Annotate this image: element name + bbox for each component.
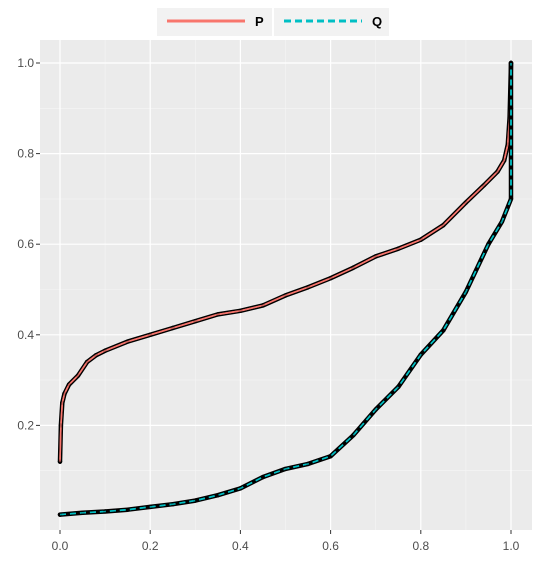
plot-panel-background <box>40 40 532 530</box>
series-p-point <box>57 459 63 464</box>
series-p-line-overlay <box>59 62 512 462</box>
x-tick-label: 0.6 <box>322 539 339 553</box>
plot-area: 0.0 0.2 0.4 0.6 0.8 1.0 0.2 0.4 0.6 0.8 1.0 <box>17 40 532 553</box>
y-tick-label: 0.6 <box>17 237 34 251</box>
y-tick-label: 0.4 <box>17 328 34 342</box>
y-tick-label: 0.2 <box>17 418 34 432</box>
x-tick-label: 0.4 <box>232 539 249 553</box>
legend-label-p: P <box>255 14 264 29</box>
series-q-line-overlay <box>59 63 512 516</box>
series-q-point <box>193 498 198 503</box>
x-tick-label: 0.2 <box>142 539 159 553</box>
series-q-point <box>57 512 63 517</box>
series-q-point <box>260 474 266 480</box>
x-tick-label: 1.0 <box>503 539 520 553</box>
y-tick-label: 0.8 <box>17 147 34 161</box>
legend-label-q: Q <box>372 14 382 29</box>
x-tick-label: 0.8 <box>412 539 429 553</box>
y-tick-label: 1.0 <box>17 56 34 70</box>
x-tick-label: 0.0 <box>52 539 69 553</box>
series-q-point <box>125 507 130 512</box>
series-q-point <box>508 106 514 111</box>
